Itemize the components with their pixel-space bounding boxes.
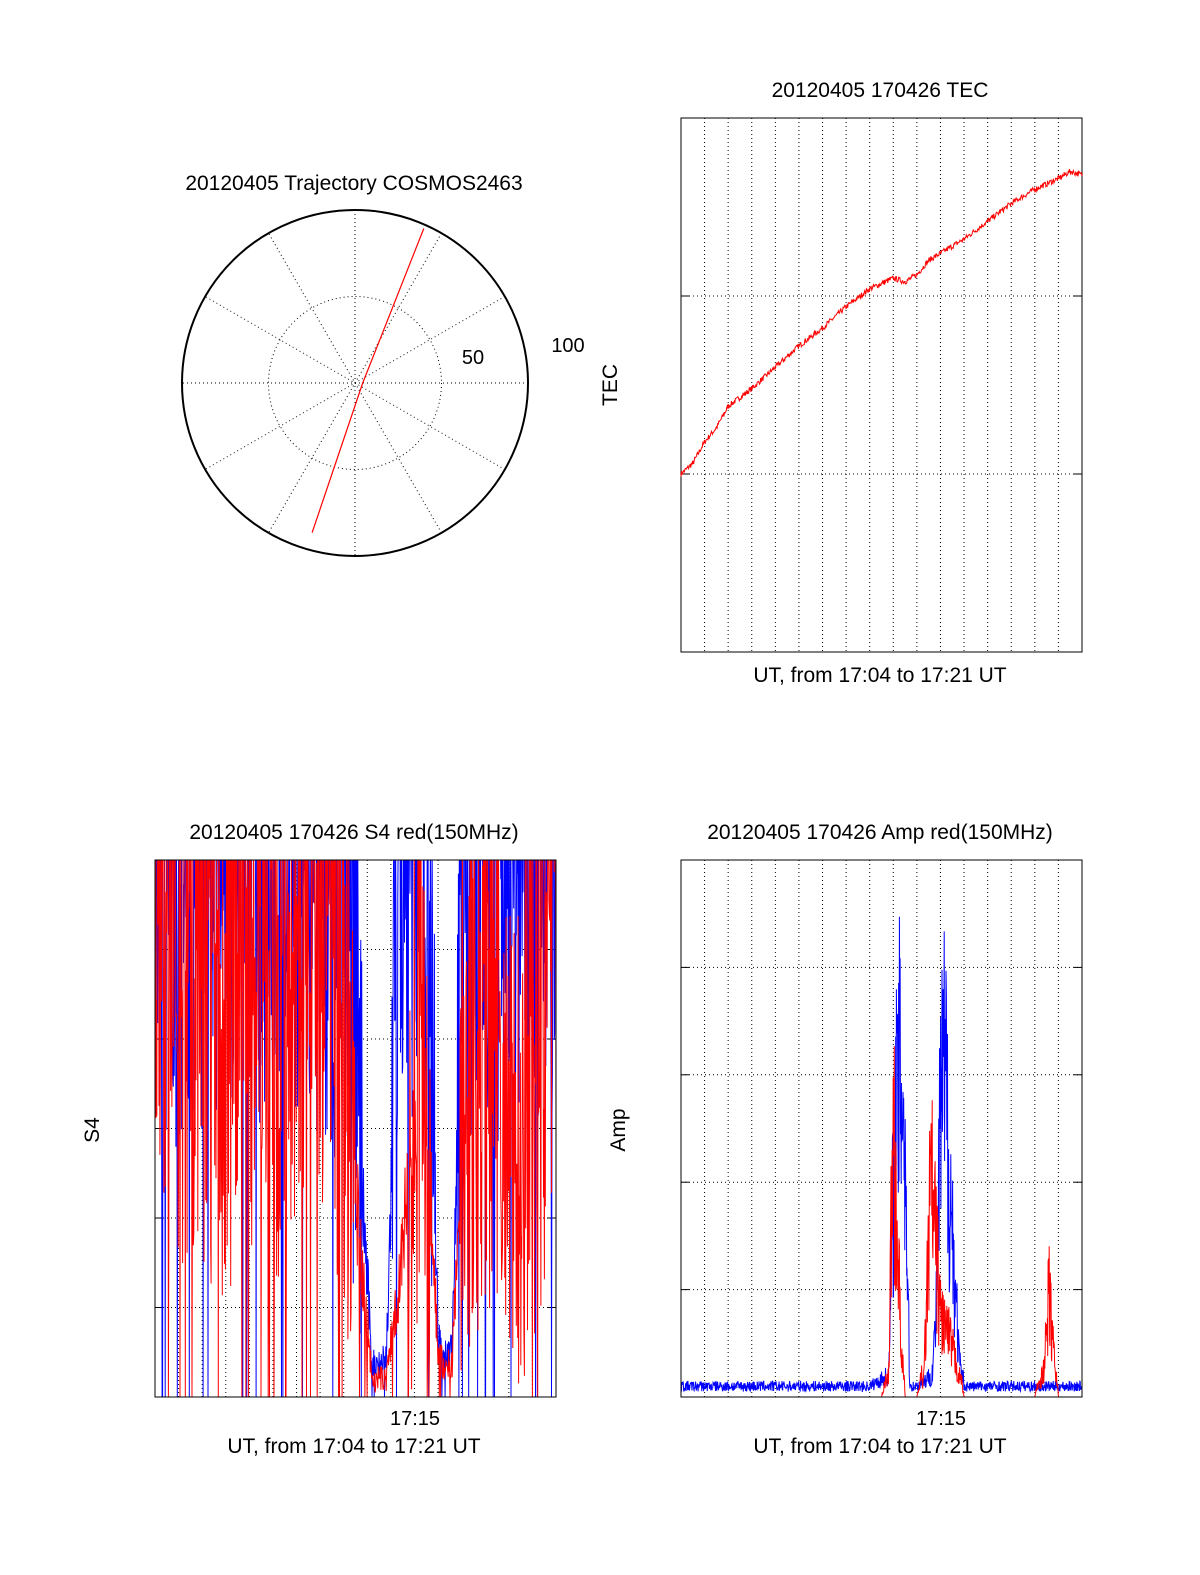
polar-series (311, 228, 425, 533)
polar-radius-label-50: 50 (462, 347, 484, 369)
tec-data-point-4 (727, 405, 729, 408)
amp-y-axis-label: Amp (607, 1108, 630, 1151)
tec-title: 20120405 170426 TEC (772, 79, 989, 102)
tec-series (680, 168, 1083, 477)
tec-x-axis-label: UT, from 17:04 to 17:21 UT (753, 664, 1006, 687)
polar-trajectory-line (311, 228, 425, 533)
tec-data-point-10 (868, 288, 871, 290)
amp-title: 20120405 170426 Amp red(150MHz) (707, 821, 1053, 844)
tec-plot-frame (680, 117, 1083, 653)
amp-series (680, 916, 1083, 1398)
s4-x-axis-label: UT, from 17:04 to 17:21 UT (227, 1435, 480, 1458)
tec-data-point-11 (892, 277, 895, 280)
s4-x-tick-label: 17:15 (390, 1408, 440, 1430)
tec-y-axis-label: TEC (599, 364, 622, 406)
tec-data-point-16 (963, 238, 965, 240)
amp-series-line-1 (681, 1046, 1082, 1398)
polar-radius-label-100: 100 (551, 335, 584, 357)
tec-data-point-6 (774, 366, 777, 369)
tec-data-point-15 (939, 252, 942, 255)
s4-series (155, 860, 556, 1397)
tec-data-point-5 (751, 387, 753, 390)
amp-chart: 20120405 170426 Amp red(150MHz) 17:15 UT… (607, 821, 1083, 1458)
amp-series-line-0 (680, 916, 1083, 1394)
amp-grid (681, 859, 1082, 1398)
s4-plot-frame (154, 859, 557, 1398)
s4-series-line-1 (155, 860, 556, 1397)
tec-data-point-18 (1010, 202, 1012, 205)
tec-data-point-2 (703, 441, 706, 443)
tec-data-point-17 (986, 220, 989, 222)
tec-data-point-12 (904, 281, 906, 283)
polar-grid-circle-50 (268, 296, 442, 470)
tec-grid (681, 117, 1082, 653)
amp-x-axis-label: UT, from 17:04 to 17:21 UT (753, 1435, 1006, 1458)
tec-data-point-8 (821, 327, 824, 329)
tec-data-point-13 (916, 273, 918, 276)
s4-chart: 20120405 170426 S4 red(150MHz) 17:15 UT,… (81, 821, 557, 1458)
tec-data-point-22 (1081, 174, 1083, 176)
tec-data-point-0 (680, 473, 682, 475)
s4-y-axis-label: S4 (81, 1117, 104, 1143)
polar-outer-circle (181, 209, 529, 557)
tec-chart: 20120405 170426 TEC UT, from 17:04 to 17… (599, 79, 1083, 687)
polar-title: 20120405 Trajectory COSMOS2463 (185, 172, 522, 195)
tec-data-point-21 (1069, 170, 1071, 173)
tec-data-point-19 (1034, 188, 1036, 190)
polar-grid (182, 210, 528, 556)
s4-title: 20120405 170426 S4 red(150MHz) (189, 821, 518, 844)
tec-data-point-3 (715, 426, 718, 429)
tec-data-point-7 (798, 345, 800, 347)
amp-plot-frame (680, 859, 1083, 1398)
polar-spoke-150 (268, 232, 442, 534)
tec-series-line-0 (680, 168, 1083, 477)
tec-data-point-14 (927, 259, 930, 262)
tec-data-point-20 (1057, 177, 1060, 180)
tec-data-point-1 (692, 462, 694, 465)
tec-data-point-9 (845, 305, 847, 308)
amp-x-tick-label: 17:15 (916, 1408, 966, 1430)
polar-trajectory-chart: 20120405 Trajectory COSMOS2463 50 100 (181, 172, 585, 557)
